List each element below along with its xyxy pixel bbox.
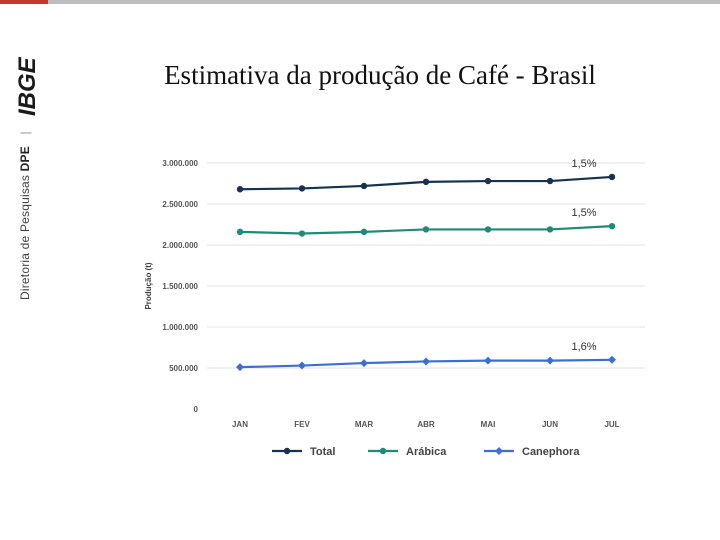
data-point <box>546 356 554 365</box>
data-point <box>608 355 616 364</box>
x-tick-label: ABR <box>417 420 435 429</box>
data-point <box>484 177 492 185</box>
data-point <box>298 185 306 192</box>
data-point <box>422 178 430 186</box>
y-tick-label: 3.000.000 <box>162 159 198 168</box>
legend-label: Arábica <box>406 446 447 458</box>
legend-swatch-marker <box>283 447 291 455</box>
series-end-label: 1,5% <box>571 207 596 219</box>
x-tick-label: MAR <box>355 420 373 429</box>
y-tick-label: 2.500.000 <box>162 200 198 209</box>
data-point <box>608 173 616 181</box>
data-point <box>360 359 368 368</box>
data-point <box>484 356 492 365</box>
data-point <box>360 182 368 190</box>
y-tick-label: 1.000.000 <box>162 323 198 332</box>
y-tick-label: 1.500.000 <box>162 282 198 291</box>
data-point <box>546 226 554 233</box>
legend-swatch-marker <box>495 447 503 455</box>
legend-swatch-marker <box>379 447 387 455</box>
data-point <box>298 361 306 370</box>
y-tick-label: 500.000 <box>169 364 198 373</box>
x-tick-label: JUN <box>542 420 558 429</box>
legend-label: Canephora <box>522 446 580 458</box>
x-tick-label: FEV <box>294 420 310 429</box>
data-point <box>608 222 616 230</box>
page-title: Estimativa da produção de Café - Brasil <box>164 60 596 90</box>
series-end-label: 1,5% <box>571 158 596 170</box>
y-axis-label: Produção (t) <box>144 262 153 309</box>
data-point <box>236 363 244 372</box>
x-tick-label: JAN <box>232 420 248 429</box>
data-point <box>422 226 430 233</box>
data-point <box>546 177 554 185</box>
data-point <box>298 230 306 237</box>
y-tick-label: 0 <box>194 405 199 414</box>
x-tick-label: JUL <box>604 420 619 429</box>
data-point <box>422 357 430 366</box>
series-end-label: 1,6% <box>571 341 596 353</box>
data-point <box>236 228 244 236</box>
y-tick-label: 2.000.000 <box>162 241 198 250</box>
data-point <box>360 228 368 236</box>
data-point <box>484 226 492 233</box>
data-point <box>236 186 244 193</box>
top-divider <box>48 0 720 4</box>
x-tick-label: MAI <box>481 420 496 429</box>
accent-bar <box>0 0 48 4</box>
legend-label: Total <box>310 446 335 458</box>
